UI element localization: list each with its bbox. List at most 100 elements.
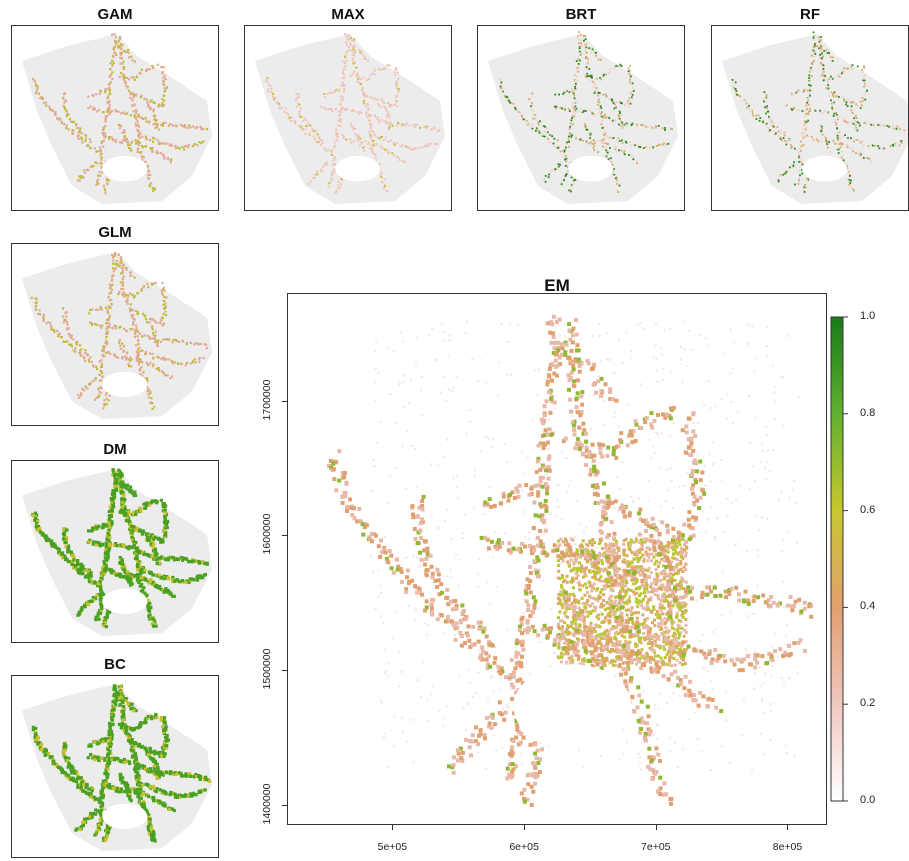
habitat-cell	[837, 148, 840, 151]
habitat-cell	[602, 138, 605, 141]
habitat-cell	[859, 154, 862, 157]
habitat-cell	[655, 322, 657, 325]
habitat-cell	[863, 66, 866, 69]
habitat-cell	[129, 147, 132, 150]
habitat-cell	[589, 137, 591, 139]
habitat-cell	[104, 192, 107, 195]
habitat-cell	[158, 788, 162, 792]
habitat-cell	[767, 127, 769, 129]
habitat-cell	[851, 120, 853, 123]
habitat-cell	[596, 103, 599, 106]
habitat-cell	[114, 473, 118, 477]
habitat-cell	[803, 89, 806, 91]
habitat-cell	[72, 349, 75, 352]
habitat-cell	[397, 88, 400, 90]
habitat-cell	[365, 111, 368, 114]
habitat-cell	[864, 73, 867, 76]
habitat-cell	[131, 59, 134, 62]
habitat-cell	[105, 397, 108, 400]
habitat-cell	[137, 580, 141, 584]
habitat-cell	[81, 572, 85, 576]
habitat-cell	[53, 762, 57, 766]
habitat-cell	[625, 122, 628, 125]
habitat-cell	[588, 47, 591, 50]
map-panel-max	[244, 25, 452, 211]
habitat-cell	[144, 352, 147, 355]
habitat-cell	[558, 334, 561, 337]
habitat-cell	[612, 145, 615, 148]
habitat-cell	[161, 725, 165, 729]
habitat-cell	[187, 560, 191, 564]
habitat-cell	[125, 293, 128, 296]
habitat-cell	[355, 66, 357, 69]
habitat-cell	[92, 598, 96, 602]
habitat-cell	[147, 363, 150, 367]
habitat-cell	[344, 65, 346, 68]
habitat-cell	[101, 786, 105, 790]
habitat-cell	[131, 293, 134, 297]
habitat-cell	[873, 124, 876, 127]
habitat-cell	[372, 140, 375, 142]
habitat-cell	[136, 150, 139, 154]
habitat-cell	[808, 135, 810, 138]
habitat-cell	[185, 361, 189, 364]
habitat-cell	[488, 486, 491, 488]
habitat-cell	[158, 369, 161, 372]
habitat-cell	[564, 164, 567, 167]
habitat-cell	[543, 178, 546, 181]
habitat-cell	[351, 73, 354, 76]
habitat-cell	[208, 779, 212, 783]
habitat-cell	[106, 532, 110, 536]
habitat-cell	[121, 718, 125, 722]
habitat-cell	[124, 787, 129, 791]
habitat-cell	[876, 123, 879, 126]
habitat-cell	[852, 122, 855, 125]
habitat-cell	[768, 130, 771, 132]
habitat-cell	[387, 102, 389, 104]
habitat-cell	[300, 125, 302, 128]
habitat-cell	[166, 738, 171, 742]
habitat-cell	[651, 127, 654, 129]
habitat-cell	[111, 253, 114, 257]
habitat-cell	[617, 114, 620, 117]
study-region	[722, 34, 908, 204]
habitat-cell	[70, 334, 73, 337]
habitat-cell	[157, 586, 161, 590]
habitat-cell	[108, 546, 112, 550]
habitat-cell	[342, 83, 345, 86]
habitat-cell	[181, 579, 185, 583]
habitat-cell	[122, 111, 125, 114]
habitat-cell	[849, 182, 852, 184]
habitat-cell	[584, 52, 587, 54]
habitat-cell	[135, 726, 139, 730]
habitat-cell	[154, 334, 157, 337]
habitat-cell	[537, 129, 540, 132]
habitat-cell	[152, 837, 157, 841]
habitat-cell	[139, 721, 143, 725]
habitat-cell	[125, 300, 128, 303]
habitat-cell	[147, 815, 151, 819]
habitat-cell	[106, 831, 110, 835]
habitat-cell	[743, 99, 746, 102]
habitat-cell	[369, 133, 372, 136]
habitat-cell	[813, 138, 816, 141]
habitat-cell	[113, 474, 117, 478]
habitat-cell	[174, 578, 178, 582]
habitat-cell	[157, 772, 161, 776]
habitat-cell	[178, 147, 181, 150]
habitat-cell	[889, 146, 891, 148]
habitat-cell	[324, 149, 327, 151]
habitat-cell	[125, 725, 129, 729]
habitat-cell	[125, 357, 128, 360]
habitat-cell	[198, 774, 203, 778]
habitat-cell	[98, 817, 102, 821]
habitat-cell	[552, 142, 555, 145]
habitat-cell	[114, 573, 118, 577]
habitat-cell	[132, 767, 137, 771]
habitat-cell	[99, 571, 103, 575]
habitat-cell	[577, 38, 580, 41]
habitat-cell	[676, 766, 679, 768]
habitat-cell	[111, 138, 114, 141]
habitat-cell	[95, 365, 98, 368]
habitat-cell	[99, 589, 103, 593]
